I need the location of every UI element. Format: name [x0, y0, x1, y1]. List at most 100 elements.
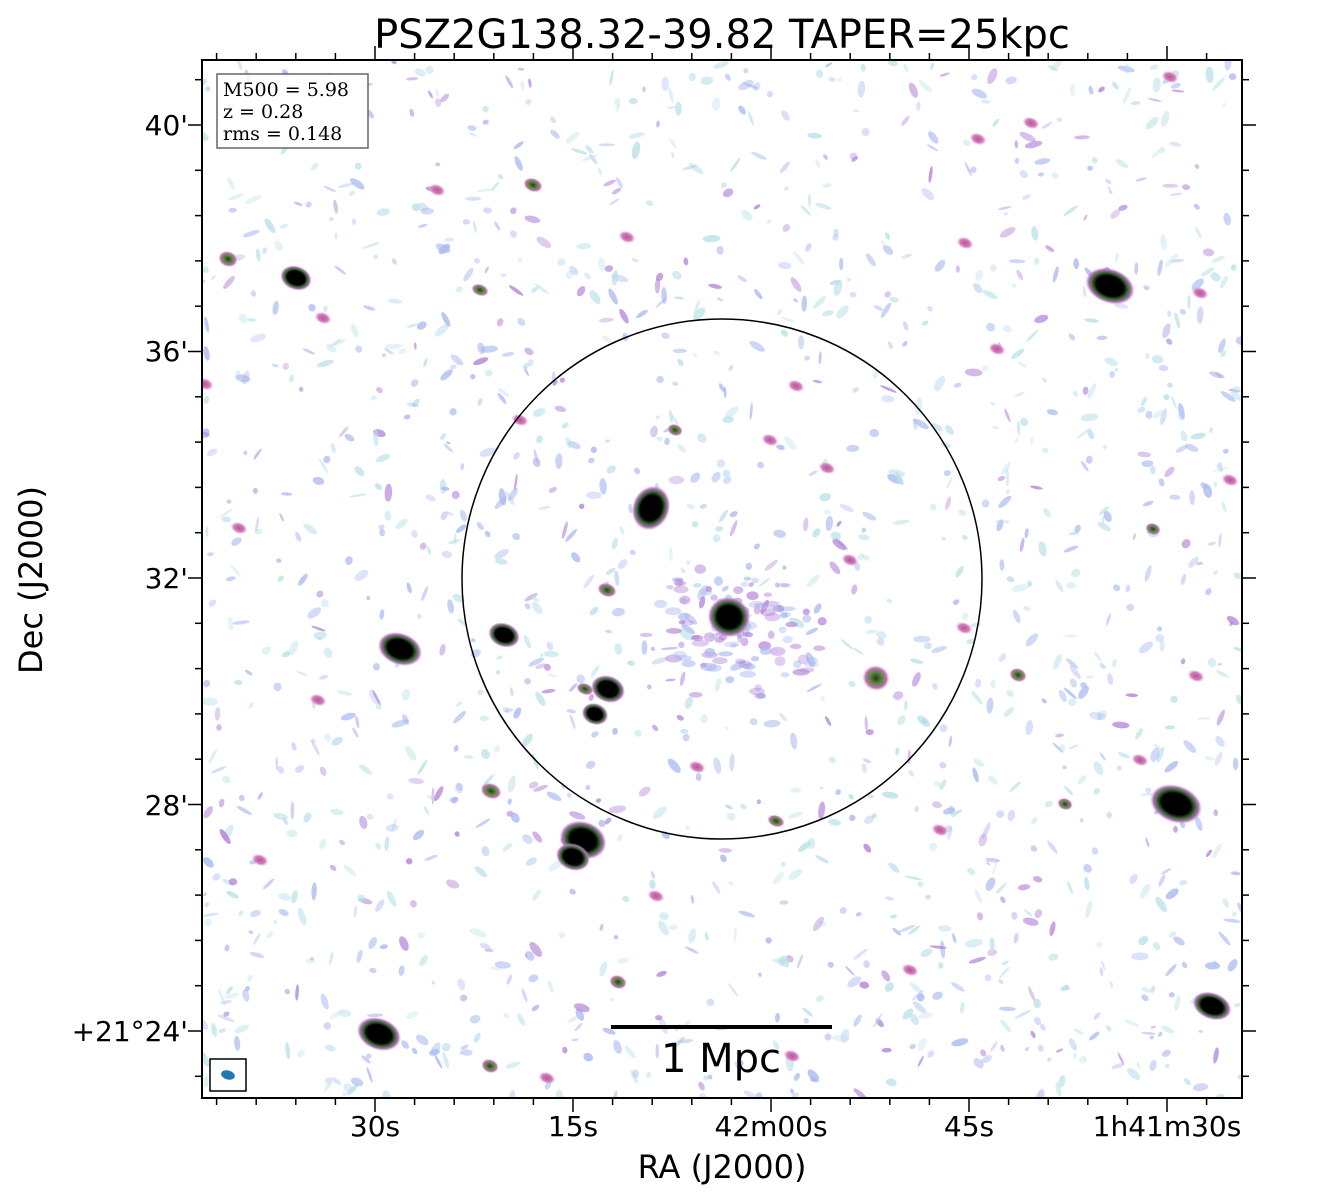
noise-speckle — [707, 1074, 713, 1080]
faint-source — [931, 823, 949, 837]
noise-speckle — [421, 586, 429, 602]
noise-speckle — [1213, 809, 1219, 817]
noise-speckle — [510, 207, 517, 215]
noise-speckle — [411, 1047, 418, 1055]
noise-speckle — [699, 503, 707, 509]
noise-speckle — [895, 747, 900, 756]
noise-speckle — [376, 386, 383, 394]
noise-speckle — [964, 161, 972, 177]
noise-speckle — [789, 1088, 795, 1094]
noise-speckle — [954, 809, 963, 815]
noise-speckle — [1093, 788, 1100, 795]
noise-speckle — [1080, 460, 1089, 472]
noise-speckle — [885, 896, 894, 901]
noise-speckle — [690, 472, 701, 483]
noise-speckle — [1213, 570, 1218, 575]
noise-speckle — [463, 754, 474, 759]
noise-speckle — [685, 825, 690, 830]
noise-speckle — [347, 1084, 358, 1096]
noise-speckle — [1094, 651, 1101, 662]
faint-source — [1022, 116, 1040, 130]
noise-speckle — [943, 807, 955, 815]
noise-speckle — [1143, 500, 1154, 507]
noise-speckle — [807, 1069, 820, 1083]
noise-speckle — [748, 582, 755, 587]
noise-speckle — [797, 954, 803, 969]
noise-speckle — [660, 647, 679, 650]
noise-speckle — [650, 871, 656, 879]
noise-speckle — [541, 689, 556, 694]
noise-speckle — [297, 907, 307, 926]
noise-speckle — [439, 643, 446, 656]
noise-speckle — [617, 559, 628, 569]
noise-speckle — [985, 857, 1000, 863]
y-tick-label: 28' — [145, 789, 188, 822]
noise-speckle — [678, 628, 694, 641]
noise-speckle — [1000, 1044, 1005, 1052]
noise-speckle — [1210, 272, 1221, 282]
diffuse-emission — [804, 662, 820, 668]
y-tick-label: +21°24' — [72, 1015, 188, 1048]
noise-speckle — [559, 377, 565, 383]
noise-speckle — [1183, 740, 1197, 753]
noise-speckle — [459, 510, 467, 522]
noise-speckle — [609, 998, 615, 1001]
noise-speckle — [329, 951, 334, 965]
noise-speckle — [1080, 682, 1087, 689]
noise-speckle — [680, 728, 689, 734]
noise-speckle — [1235, 336, 1242, 345]
noise-speckle — [849, 152, 858, 160]
noise-speckle — [285, 1042, 291, 1060]
noise-speckle — [1230, 391, 1242, 401]
noise-speckle — [451, 490, 460, 499]
noise-speckle — [1223, 918, 1241, 923]
noise-speckle — [1014, 1009, 1032, 1019]
noise-speckle — [788, 869, 803, 880]
noise-speckle — [274, 240, 283, 251]
noise-speckle — [235, 374, 251, 383]
noise-speckle — [1152, 942, 1161, 951]
noise-speckle — [555, 453, 563, 469]
noise-speckle — [525, 99, 532, 105]
diffuse-emission — [730, 643, 738, 648]
noise-speckle — [1052, 266, 1059, 283]
noise-speckle — [852, 109, 860, 113]
noise-speckle — [1034, 909, 1043, 919]
noise-speckle — [1165, 888, 1179, 900]
noise-speckle — [417, 932, 425, 939]
noise-speckle — [671, 152, 675, 159]
noise-speckle — [1179, 308, 1187, 315]
noise-speckle — [1164, 760, 1179, 773]
faint-source — [783, 1049, 801, 1063]
noise-speckle — [985, 877, 996, 891]
noise-speckle — [425, 65, 434, 75]
noise-speckle — [1222, 448, 1229, 454]
noise-speckle — [1163, 328, 1171, 336]
noise-speckle — [1125, 693, 1139, 698]
faint-source — [956, 236, 974, 250]
noise-speckle — [585, 491, 602, 500]
noise-speckle — [730, 660, 747, 671]
noise-speckle — [316, 359, 334, 368]
noise-speckle — [1125, 584, 1131, 593]
diffuse-emission — [793, 660, 802, 669]
noise-speckle — [585, 760, 596, 770]
noise-speckle — [650, 425, 658, 438]
noise-speckle — [1233, 572, 1242, 580]
noise-speckle — [1017, 361, 1028, 368]
noise-speckle — [602, 1027, 616, 1035]
noise-speckle — [217, 1014, 235, 1023]
noise-speckle — [852, 387, 859, 393]
noise-speckle — [210, 766, 227, 774]
noise-speckle — [673, 1036, 685, 1048]
noise-speckle — [1160, 868, 1172, 875]
noise-speckle — [716, 459, 726, 468]
noise-speckle — [614, 643, 623, 655]
noise-speckle — [1106, 613, 1111, 626]
noise-speckle — [1068, 698, 1077, 707]
faint-source — [1191, 286, 1209, 300]
noise-speckle — [386, 890, 397, 907]
noise-speckle — [227, 616, 234, 631]
noise-speckle — [947, 826, 953, 840]
